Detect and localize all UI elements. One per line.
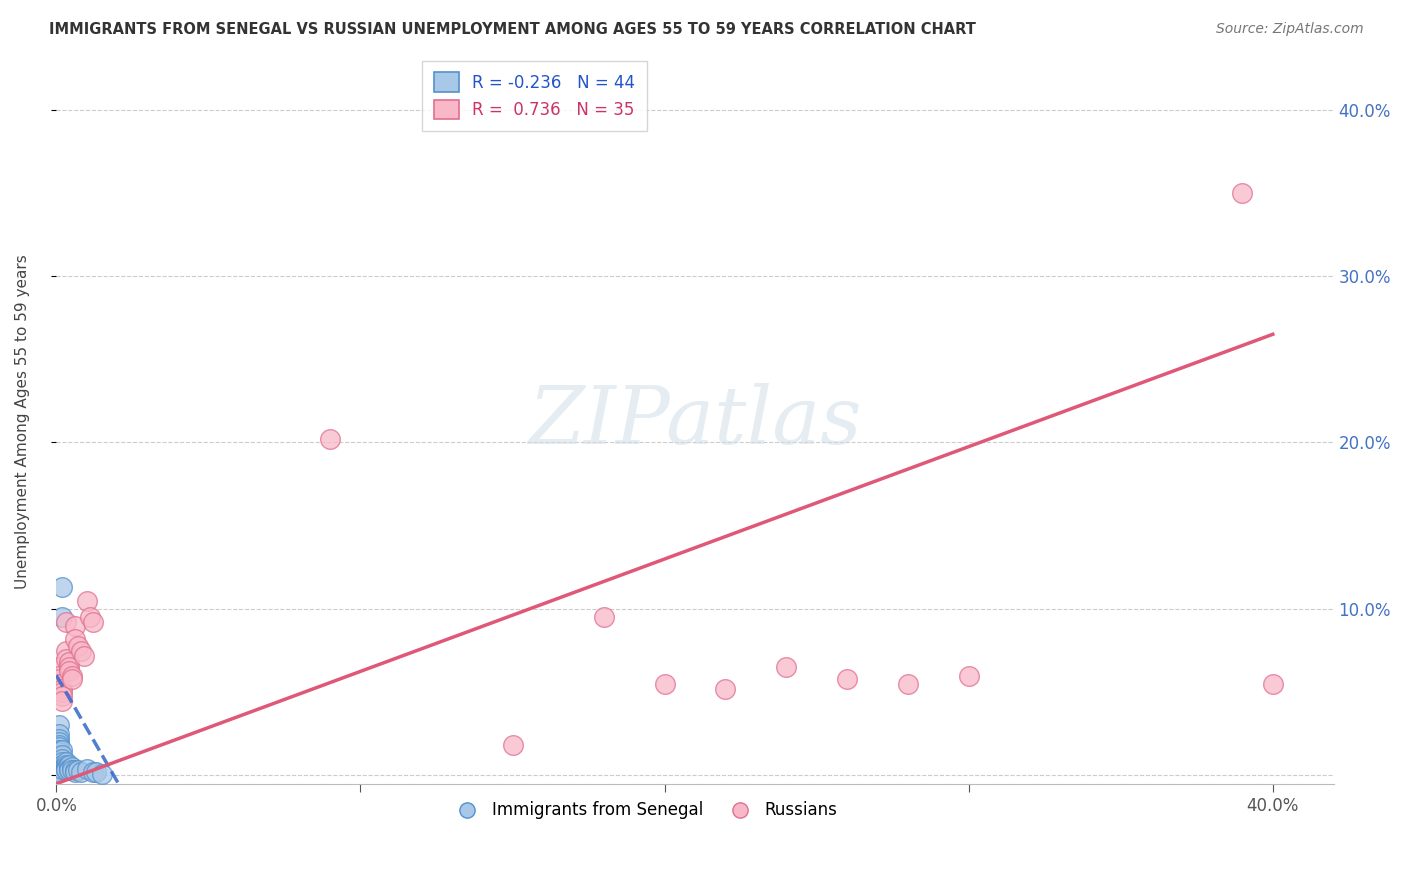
- Point: [55, 615, 77, 630]
- Point: [48, 739, 70, 753]
- Point: [58, 762, 80, 776]
- Point: [48, 660, 70, 674]
- Point: [654, 677, 676, 691]
- Point: [957, 668, 980, 682]
- Point: [48, 748, 70, 763]
- Point: [502, 739, 524, 753]
- Point: [48, 677, 70, 691]
- Point: [55, 762, 77, 776]
- Point: [63, 765, 86, 780]
- Point: [60, 760, 83, 774]
- Point: [51, 755, 73, 769]
- Point: [51, 743, 73, 757]
- Point: [51, 580, 73, 594]
- Point: [775, 660, 797, 674]
- Point: [69, 765, 91, 780]
- Point: [48, 718, 70, 732]
- Point: [51, 748, 73, 763]
- Point: [51, 685, 73, 699]
- Point: [58, 660, 80, 674]
- Point: [897, 677, 920, 691]
- Legend: Immigrants from Senegal, Russians: Immigrants from Senegal, Russians: [443, 795, 845, 826]
- Point: [91, 766, 114, 780]
- Point: [51, 610, 73, 624]
- Point: [51, 681, 73, 696]
- Point: [58, 758, 80, 772]
- Point: [48, 740, 70, 755]
- Point: [48, 762, 70, 776]
- Point: [48, 753, 70, 767]
- Point: [63, 632, 86, 646]
- Point: [60, 764, 83, 778]
- Point: [63, 618, 86, 632]
- Point: [48, 668, 70, 682]
- Point: [55, 760, 77, 774]
- Point: [48, 764, 70, 778]
- Point: [48, 743, 70, 757]
- Point: [76, 762, 98, 776]
- Text: Source: ZipAtlas.com: Source: ZipAtlas.com: [1216, 22, 1364, 37]
- Point: [48, 758, 70, 772]
- Point: [48, 745, 70, 759]
- Point: [714, 681, 737, 696]
- Point: [1261, 677, 1284, 691]
- Point: [48, 755, 70, 769]
- Point: [58, 764, 80, 778]
- Point: [48, 672, 70, 686]
- Y-axis label: Unemployment Among Ages 55 to 59 years: Unemployment Among Ages 55 to 59 years: [15, 254, 30, 589]
- Point: [66, 764, 89, 778]
- Point: [55, 643, 77, 657]
- Point: [48, 756, 70, 771]
- Point: [58, 655, 80, 669]
- Point: [60, 672, 83, 686]
- Point: [48, 765, 70, 780]
- Point: [84, 765, 107, 780]
- Point: [82, 615, 104, 630]
- Text: ZIPatlas: ZIPatlas: [529, 383, 862, 460]
- Point: [79, 610, 101, 624]
- Point: [48, 735, 70, 749]
- Text: IMMIGRANTS FROM SENEGAL VS RUSSIAN UNEMPLOYMENT AMONG AGES 55 TO 59 YEARS CORREL: IMMIGRANTS FROM SENEGAL VS RUSSIAN UNEMP…: [49, 22, 976, 37]
- Point: [82, 765, 104, 780]
- Point: [592, 610, 614, 624]
- Point: [51, 762, 73, 776]
- Point: [55, 764, 77, 778]
- Point: [60, 668, 83, 682]
- Point: [63, 764, 86, 778]
- Point: [55, 758, 77, 772]
- Point: [51, 689, 73, 703]
- Point: [58, 664, 80, 678]
- Point: [319, 432, 342, 446]
- Point: [48, 727, 70, 741]
- Point: [48, 752, 70, 766]
- Point: [51, 693, 73, 707]
- Point: [1232, 186, 1254, 200]
- Point: [835, 672, 858, 686]
- Point: [69, 643, 91, 657]
- Point: [66, 639, 89, 653]
- Point: [76, 593, 98, 607]
- Point: [48, 731, 70, 746]
- Point: [48, 760, 70, 774]
- Point: [55, 652, 77, 666]
- Point: [51, 752, 73, 766]
- Point: [51, 758, 73, 772]
- Point: [55, 755, 77, 769]
- Point: [73, 648, 96, 663]
